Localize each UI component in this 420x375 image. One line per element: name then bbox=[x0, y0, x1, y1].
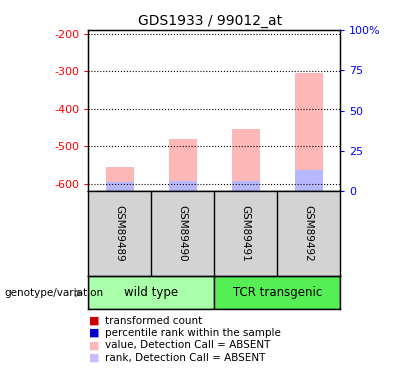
Text: wild type: wild type bbox=[124, 286, 178, 299]
Bar bbox=[168, 181, 197, 191]
Text: GSM89490: GSM89490 bbox=[178, 205, 188, 262]
Text: genotype/variation: genotype/variation bbox=[4, 288, 103, 298]
Text: ■: ■ bbox=[89, 328, 100, 338]
Text: rank, Detection Call = ABSENT: rank, Detection Call = ABSENT bbox=[105, 353, 265, 363]
Text: percentile rank within the sample: percentile rank within the sample bbox=[105, 328, 281, 338]
Text: GSM89489: GSM89489 bbox=[115, 205, 125, 262]
Bar bbox=[168, 139, 197, 191]
Bar bbox=[105, 167, 134, 191]
Bar bbox=[294, 73, 323, 191]
Text: ■: ■ bbox=[89, 340, 100, 350]
Bar bbox=[231, 181, 260, 191]
Bar bbox=[214, 276, 340, 309]
Text: TCR transgenic: TCR transgenic bbox=[233, 286, 322, 299]
Bar bbox=[294, 170, 323, 191]
Text: ■: ■ bbox=[89, 316, 100, 326]
Text: ■: ■ bbox=[89, 353, 100, 363]
Bar bbox=[88, 276, 214, 309]
Bar bbox=[231, 129, 260, 191]
Text: transformed count: transformed count bbox=[105, 316, 202, 326]
Bar bbox=[105, 182, 134, 191]
Text: GSM89492: GSM89492 bbox=[304, 205, 314, 262]
Text: value, Detection Call = ABSENT: value, Detection Call = ABSENT bbox=[105, 340, 270, 350]
Text: GSM89491: GSM89491 bbox=[241, 205, 251, 262]
Text: GDS1933 / 99012_at: GDS1933 / 99012_at bbox=[138, 13, 282, 28]
